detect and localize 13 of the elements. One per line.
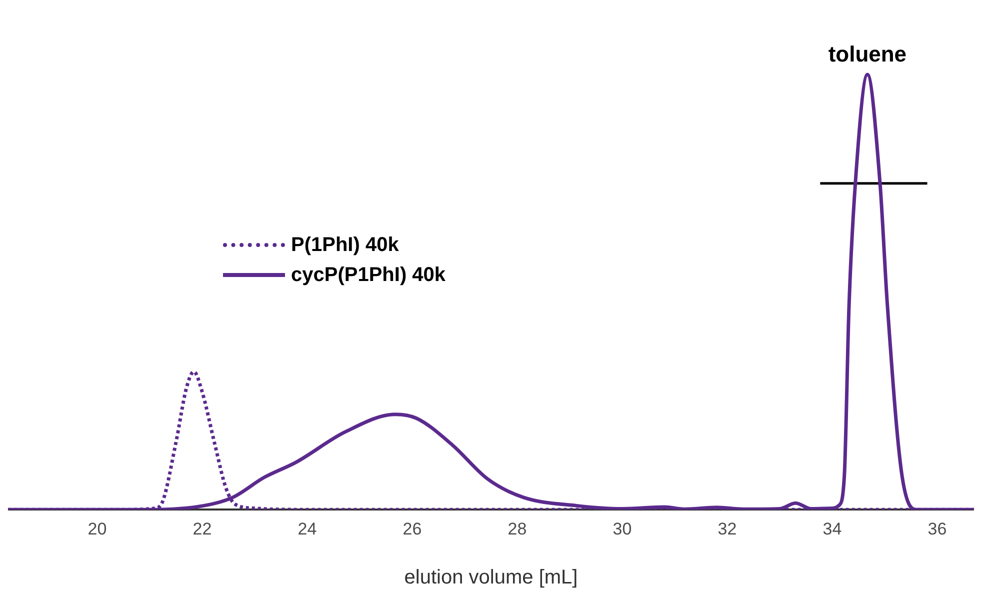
x-tick-label: 28 — [508, 519, 527, 538]
legend-label: cycP(P1PhI) 40k — [291, 264, 446, 286]
annotation: toluene — [828, 42, 907, 67]
x-tick-label: 24 — [298, 519, 317, 538]
x-axis-title: elution volume [mL] — [404, 566, 578, 589]
x-tick-label: 36 — [928, 519, 947, 538]
x-tick-label: 32 — [718, 519, 737, 538]
x-tick-label: 34 — [822, 519, 842, 538]
x-tick-label: 20 — [88, 519, 107, 538]
x-tick-label: 30 — [612, 519, 632, 538]
legend-label: P(1PhI) 40k — [291, 234, 399, 256]
x-tick-label: 26 — [402, 519, 422, 538]
x-tick-label: 22 — [192, 519, 212, 538]
